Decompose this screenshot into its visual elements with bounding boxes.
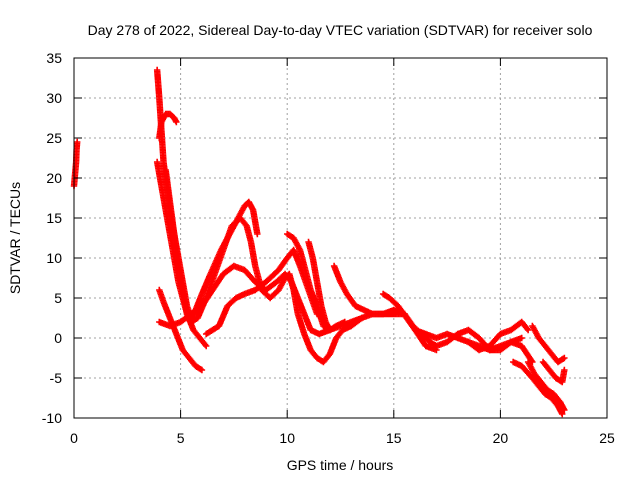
- x-tick-label: 20: [493, 430, 509, 446]
- series-arc-8: [202, 246, 321, 338]
- series-arc-6: [162, 166, 210, 350]
- data-point: [202, 342, 210, 350]
- y-tick-label: 0: [54, 330, 62, 346]
- data-point: [523, 325, 531, 332]
- data-point: [326, 326, 334, 334]
- series-arc-5: [156, 286, 206, 374]
- data-point: [173, 118, 180, 126]
- series-arc-1: [70, 138, 81, 190]
- data-point: [341, 318, 348, 326]
- series-arc-4: [153, 158, 366, 366]
- series-arc-17: [524, 358, 568, 414]
- series-arc-10: [305, 238, 334, 334]
- data-point: [561, 354, 568, 362]
- data-series: [70, 66, 568, 418]
- plot-frame: [73, 57, 608, 419]
- data-point: [201, 341, 209, 348]
- data-point: [561, 406, 568, 414]
- data-point: [561, 366, 568, 374]
- data-point: [559, 410, 566, 418]
- chart-title: Day 278 of 2022, Sidereal Day-to-day VTE…: [88, 22, 593, 38]
- series-arc-14: [465, 318, 532, 354]
- grid: [74, 58, 607, 418]
- axis-ticks: [73, 57, 608, 419]
- y-tick-label: 35: [46, 50, 62, 66]
- axis-tick-labels: 0 5 10 15 20 25 -10 -5 0 5 10 15 20 25 30 35: [42, 50, 615, 446]
- series-arc-13: [401, 310, 440, 354]
- series-arc-3: [156, 110, 180, 142]
- y-axis-label: SDTVAR / TECUs: [7, 182, 23, 294]
- x-tick-label: 10: [279, 430, 295, 446]
- y-tick-label: 10: [46, 250, 62, 266]
- y-tick-label: 5: [54, 290, 62, 306]
- data-point: [524, 326, 532, 334]
- x-axis-label: GPS time / hours: [287, 457, 394, 473]
- data-point: [433, 346, 440, 354]
- series-arc-15: [509, 358, 566, 418]
- x-tick-label: 0: [70, 430, 78, 446]
- y-tick-label: -10: [42, 410, 62, 426]
- y-tick-label: 25: [46, 130, 62, 146]
- data-point: [198, 366, 206, 374]
- y-tick-label: 15: [46, 210, 62, 226]
- y-tick-label: -5: [50, 370, 63, 386]
- data-point: [254, 230, 261, 238]
- y-tick-label: 20: [46, 170, 62, 186]
- series-arc-18: [539, 358, 568, 386]
- series-arc-16: [529, 322, 568, 366]
- data-point: [73, 138, 81, 146]
- x-tick-label: 15: [386, 430, 402, 446]
- x-tick-label: 25: [599, 430, 615, 446]
- x-tick-label: 5: [177, 430, 185, 446]
- data-point: [518, 334, 525, 342]
- y-tick-label: 30: [46, 90, 62, 106]
